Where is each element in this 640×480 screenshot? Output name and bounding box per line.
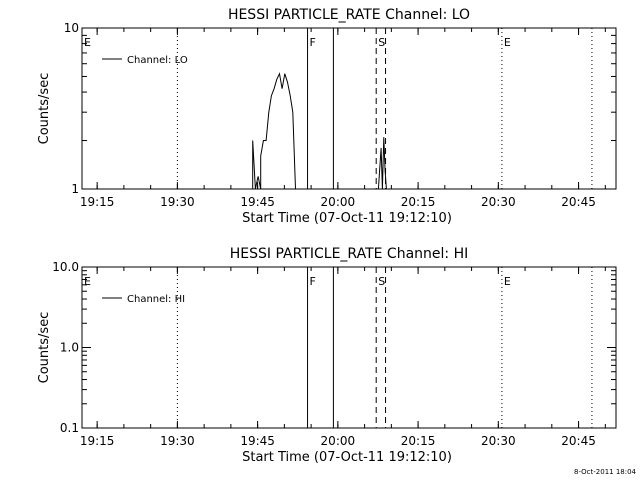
chart-title: HESSI PARTICLE_RATE Channel: HI (230, 246, 468, 262)
lo-channel-panel: HESSI PARTICLE_RATE Channel: LO 19:15 19:3… (37, 7, 617, 226)
y-tick-label: 10 (64, 21, 79, 35)
legend-label: Channel: LO (127, 55, 188, 66)
event-marker-label: F (310, 275, 316, 288)
x-tick-label: 20:00 (321, 434, 356, 448)
x-tick-label: 20:45 (561, 195, 596, 209)
x-tick-label: 19:30 (160, 195, 195, 209)
event-marker-label: E (84, 275, 91, 288)
event-marker-label: F (310, 36, 316, 49)
x-axis-label: Start Time (07-Oct-11 19:12:10) (242, 211, 452, 226)
x-axis-label: Start Time (07-Oct-11 19:12:10) (242, 450, 452, 465)
hi-channel-panel: HESSI PARTICLE_RATE Channel: HI 19:15 19:3… (37, 246, 617, 465)
x-tick-label: 20:45 (561, 434, 596, 448)
x-tick-label: 19:45 (240, 195, 275, 209)
x-tick-label: 19:30 (160, 434, 195, 448)
series-line (252, 72, 387, 190)
event-marker-label: E (84, 36, 91, 49)
x-tick-label: 19:45 (240, 434, 275, 448)
x-tick-label: 20:30 (481, 434, 516, 448)
y-tick-label: 1 (71, 182, 79, 196)
plot-frame (81, 27, 617, 190)
y-tick-label: 1.0 (60, 341, 79, 355)
x-tick-label: 19:15 (80, 195, 115, 209)
chart-title: HESSI PARTICLE_RATE Channel: LO (228, 7, 470, 23)
event-marker-label: E (504, 275, 511, 288)
event-marker-label: S (378, 36, 385, 49)
x-tick-label: 20:00 (321, 195, 356, 209)
event-marker-label: S (378, 275, 385, 288)
footer-timestamp: 8-Oct-2011 18:04 (574, 468, 637, 476)
plot-frame (81, 266, 617, 429)
y-tick-label: 0.1 (60, 421, 79, 435)
y-axis-label: Counts/sec (37, 73, 52, 145)
x-tick-label: 20:15 (401, 434, 436, 448)
x-tick-label: 20:15 (401, 195, 436, 209)
event-marker-label: E (504, 36, 511, 49)
legend-label: Channel: HI (127, 294, 185, 305)
x-tick-label: 19:15 (80, 434, 115, 448)
x-tick-label: 20:30 (481, 195, 516, 209)
y-axis-label: Counts/sec (37, 312, 52, 384)
y-tick-label: 10.0 (52, 260, 79, 274)
